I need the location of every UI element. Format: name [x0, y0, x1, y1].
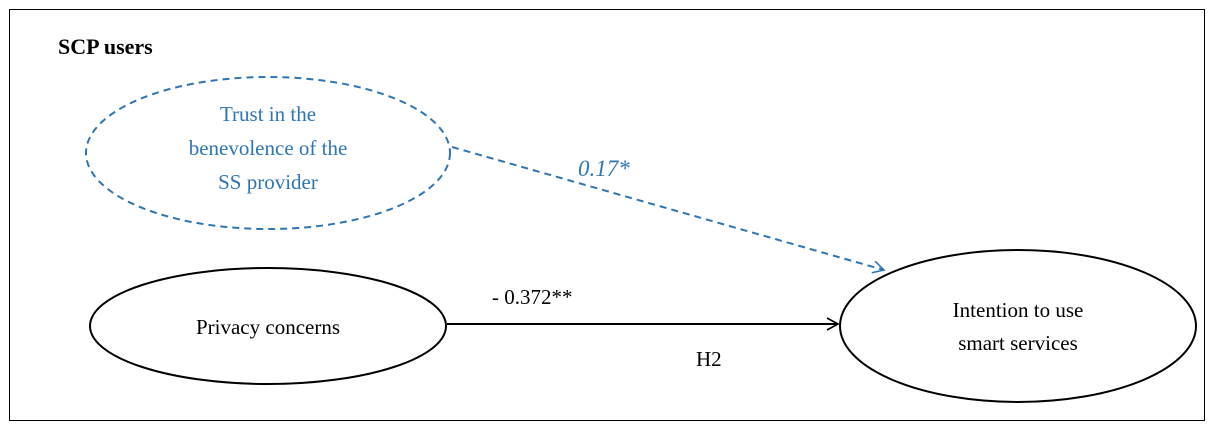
trust-coefficient-label: 0.17* [578, 156, 630, 181]
privacy-coefficient-label: - 0.372** [492, 285, 573, 309]
hypothesis-label: H2 [696, 347, 722, 371]
privacy-concerns-ellipse [89, 267, 447, 385]
intention-label-line-1: Intention to use [953, 298, 1084, 322]
diagram-title: SCP users [58, 34, 153, 59]
trust-to-intention-arrow [451, 146, 886, 274]
trust-label-line-2: benevolence of the [189, 136, 348, 160]
trust-label-line-1: Trust in the [220, 102, 316, 126]
diagram-frame [9, 9, 1205, 421]
privacy-concerns-label: Privacy concerns [196, 315, 340, 339]
trust-ellipse [85, 76, 451, 230]
intention-label-line-2: smart services [958, 331, 1078, 355]
intention-ellipse [839, 249, 1197, 403]
trust-label-line-3: SS provider [218, 170, 318, 194]
